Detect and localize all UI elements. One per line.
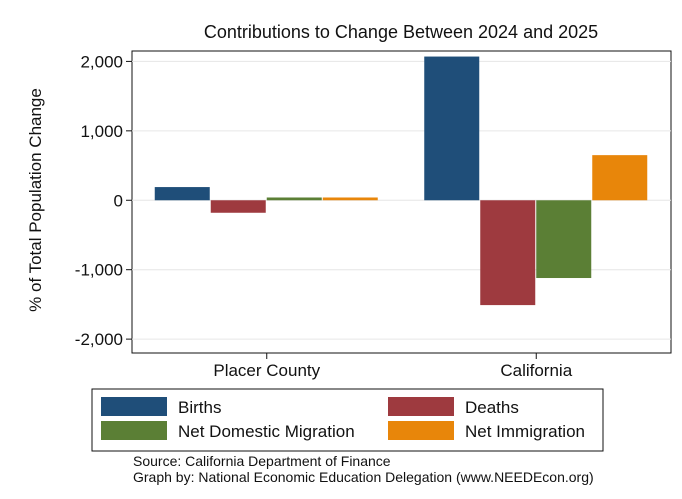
y-tick-label: -2,000 [75, 330, 123, 349]
bar [322, 197, 378, 201]
legend-swatch [101, 421, 167, 440]
x-tick-label: Placer County [213, 361, 320, 380]
legend-label: Net Immigration [465, 422, 585, 441]
legend-swatch [388, 397, 454, 416]
bar [536, 200, 592, 279]
legend-items: Births Deaths Net Domestic Migration Net Im… [101, 397, 585, 441]
bar [210, 200, 266, 213]
legend-label: Net Domestic Migration [178, 422, 355, 441]
bar [424, 56, 480, 201]
y-axis-label: % of Total Population Change [26, 88, 45, 312]
legend-label: Births [178, 398, 221, 417]
bar [266, 197, 322, 201]
bar [592, 155, 648, 201]
bar [154, 187, 210, 201]
y-axis: 2,000 1,000 0 -1,000 -2,000 [75, 52, 132, 349]
legend-swatch [101, 397, 167, 416]
bar [480, 200, 536, 306]
legend-swatch [388, 421, 454, 440]
x-axis: Placer County California [213, 353, 573, 380]
credit-note: Graph by: National Economic Education De… [133, 469, 594, 485]
y-tick-label: -1,000 [75, 261, 123, 280]
x-tick-label: California [500, 361, 572, 380]
y-tick-label: 1,000 [80, 122, 123, 141]
legend-label: Deaths [465, 398, 519, 417]
y-tick-label: 0 [114, 191, 123, 210]
bars [154, 56, 648, 306]
source-note: Source: California Department of Finance [133, 453, 391, 469]
chart-title: Contributions to Change Between 2024 and… [204, 22, 598, 42]
legend [91, 388, 604, 452]
y-tick-label: 2,000 [80, 52, 123, 71]
